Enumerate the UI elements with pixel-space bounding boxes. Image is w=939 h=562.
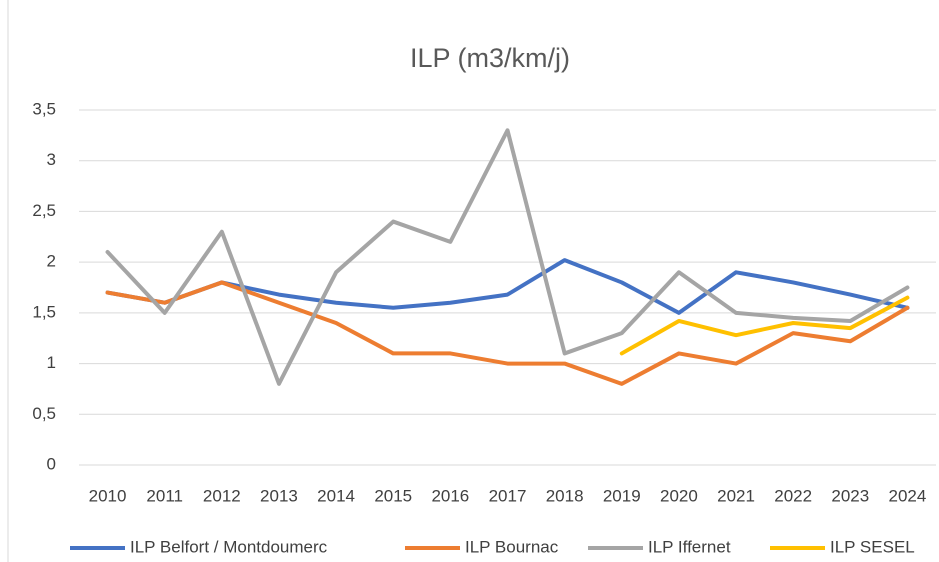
x-tick-label: 2016 xyxy=(431,486,469,505)
legend-label: ILP Bournac xyxy=(465,537,559,556)
y-tick-label: 1 xyxy=(47,353,56,372)
x-tick-label: 2013 xyxy=(260,486,298,505)
x-tick-label: 2018 xyxy=(546,486,584,505)
x-tick-label: 2022 xyxy=(774,486,812,505)
series-line xyxy=(105,280,910,386)
chart-title: ILP (m3/km/j) xyxy=(410,43,570,73)
x-tick-label: 2011 xyxy=(146,486,183,505)
x-tick-label: 2023 xyxy=(831,486,869,505)
x-tick-label: 2014 xyxy=(317,486,355,505)
y-tick-label: 3,5 xyxy=(32,99,56,118)
y-tick-label: 2,5 xyxy=(32,201,56,220)
legend-label: ILP Belfort / Montdoumerc xyxy=(130,537,328,556)
x-tick-label: 2012 xyxy=(203,486,241,505)
legend-label: ILP Iffernet xyxy=(648,537,731,556)
x-tick-label: 2021 xyxy=(717,486,755,505)
y-tick-label: 2 xyxy=(47,252,56,271)
y-tick-label: 0,5 xyxy=(32,404,56,423)
x-tick-label: 2024 xyxy=(889,486,927,505)
series-line xyxy=(105,128,910,386)
legend-label: ILP SESEL xyxy=(830,537,915,556)
x-tick-label: 2015 xyxy=(374,486,412,505)
series-line xyxy=(619,295,910,356)
x-tick-label: 2010 xyxy=(89,486,127,505)
x-tick-label: 2017 xyxy=(489,486,527,505)
y-tick-label: 3 xyxy=(47,150,56,169)
x-tick-label: 2020 xyxy=(660,486,698,505)
y-tick-label: 0 xyxy=(47,454,56,473)
y-tick-label: 1,5 xyxy=(32,302,56,321)
x-tick-label: 2019 xyxy=(603,486,641,505)
